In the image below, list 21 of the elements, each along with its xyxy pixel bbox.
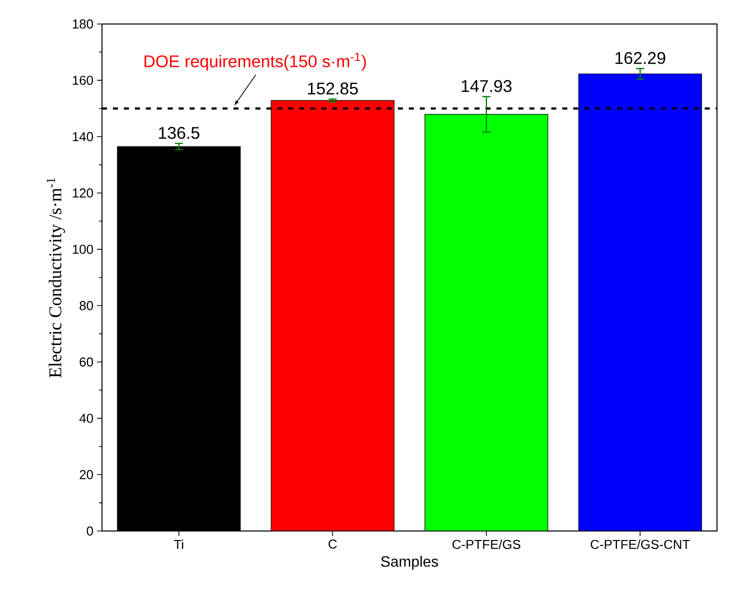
y-tick-label: 140 [72,132,93,142]
y-tick-label: 80 [80,301,94,310]
x-tick-label: Ti [174,539,184,549]
y-tick-label: 20 [80,470,94,480]
x-axis-title: Samples [381,556,438,570]
y-tick-label: 120 [72,188,93,198]
y-tick-label: 40 [79,414,94,423]
data-label: 136.5 [158,126,200,139]
x-tick-label: C [328,539,337,549]
y-tick-label: 0 [86,526,94,536]
y-tick-label: 60 [80,357,94,367]
y-tick-label: 180 [72,19,93,29]
y-tick-label: 160 [72,76,93,85]
data-label: 147.93 [462,80,512,92]
y-axis-title: Electric Conductivity /s·m$^{-1}$ [46,178,66,378]
data-label: 162.29 [616,52,666,64]
ref-line-label: DOE requirements(150 s·m$^{-1}$) [144,52,366,71]
x-tick-label: C-PTFE/GS [452,539,520,549]
data-label: 152.85 [308,82,358,95]
x-tick-label: C-PTFE/GS-CNT [590,539,690,549]
y-tick-label: 100 [72,244,93,254]
